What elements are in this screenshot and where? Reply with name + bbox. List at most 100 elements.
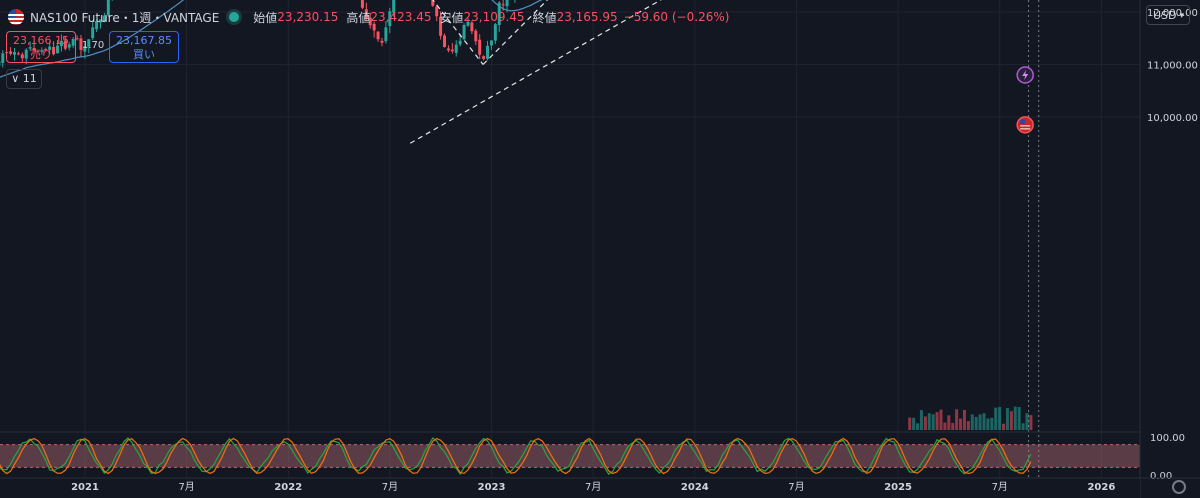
candle [486,40,490,61]
candle [376,31,380,42]
y-tick-label: 11,000.00 [1147,61,1198,72]
candle [478,34,482,60]
stoch-d-line [0,437,1032,475]
volume-bar [919,410,923,430]
candle [489,40,493,50]
stoch-y-tick-label: 0.00 [1150,471,1172,482]
low-label: 安値 [439,10,464,25]
volume-bar [1005,408,1009,430]
trendline-1[interactable] [254,0,484,65]
volume-bar [931,414,935,430]
candle [44,47,48,52]
candle [24,48,28,65]
candle [48,41,52,55]
candle [83,42,87,59]
candle [388,7,392,34]
candle [435,5,439,22]
candle [443,33,447,48]
price-axis[interactable] [1140,0,1200,498]
us-flag-icon [8,9,24,25]
volume-bar [939,409,943,430]
x-tick-label: 2024 [681,482,709,493]
volume-bar [947,415,951,430]
volume-bar [1025,413,1029,430]
volume-bar [927,413,931,430]
candle [99,19,103,29]
volume-bar [1002,423,1006,430]
volume-bar [986,418,990,430]
indicator-toggle-button[interactable]: ∨ 11 [6,69,42,89]
close-label: 終値 [532,10,557,25]
gear-icon[interactable] [1172,480,1186,494]
candle [450,42,454,54]
candle [59,34,63,52]
candle [28,41,32,51]
candle [454,40,458,57]
buy-button[interactable]: 23,167.85 買い [109,31,179,63]
stoch-k-line [0,437,1032,476]
candle [56,40,60,54]
candle [106,0,110,17]
volume-bar [912,417,916,430]
candle [32,41,36,53]
ma-line [0,0,543,78]
low-value: 23,109.45 [463,10,525,24]
symbol-title[interactable]: NAS100 Future・1週・VANTAGE [30,10,220,25]
candle [360,0,364,10]
x-tick-label: 7月 [992,481,1008,493]
sell-label: 売り [30,48,52,61]
volume-bar [978,414,982,430]
lightning-event-icon[interactable] [1016,66,1034,84]
time-axis[interactable] [0,478,1140,498]
x-tick-label: 2026 [1087,482,1115,493]
volume-bar [1017,407,1021,430]
candle [380,37,384,47]
x-tick-label: 2023 [478,482,506,493]
candle [482,55,486,61]
volume-bar [955,409,959,430]
volume-bar [962,409,966,430]
candle [505,0,509,13]
candle [364,2,368,21]
volume-bar [908,417,912,430]
sell-button[interactable]: 23,166.15 売り [6,31,76,63]
us-flag-event-icon[interactable] [1016,116,1034,134]
candle [20,52,24,62]
candle [439,11,443,40]
volume-bar [998,407,1002,430]
candle [95,19,99,33]
volume-bar [990,417,994,430]
candle [52,41,56,56]
chevron-down-icon: ∨ [11,72,20,85]
high-value: 23,423.45 [370,10,432,24]
indicator-count: 11 [22,72,37,85]
volume-bar [916,423,920,430]
candle [71,37,75,49]
x-tick-label: 7月 [178,481,194,493]
x-tick-label: 2022 [274,482,302,493]
trendline-0[interactable] [409,0,1135,144]
x-tick-label: 7月 [585,481,601,493]
candle [497,1,501,33]
volume-bar [951,422,955,430]
spread-value: 1.70 [82,40,105,51]
candle [392,0,396,17]
currency-select[interactable]: USD ▾ [1146,5,1190,25]
volume-bar [959,418,963,430]
open-label: 始値 [253,10,278,25]
x-tick-label: 2021 [71,482,99,493]
candle [16,51,20,56]
y-tick-label: 10,000.00 [1147,113,1198,124]
market-status-icon [229,12,240,22]
volume-bar [974,416,978,430]
candle [9,47,13,56]
candle [446,45,450,53]
buy-price: 23,167.85 [116,34,172,47]
stoch-y-tick-label: 100.00 [1150,433,1185,444]
buy-label: 買い [133,48,155,61]
high-label: 高値 [346,10,371,25]
currency-label: USD [1153,9,1177,22]
candles [0,0,516,68]
candle [384,21,388,44]
